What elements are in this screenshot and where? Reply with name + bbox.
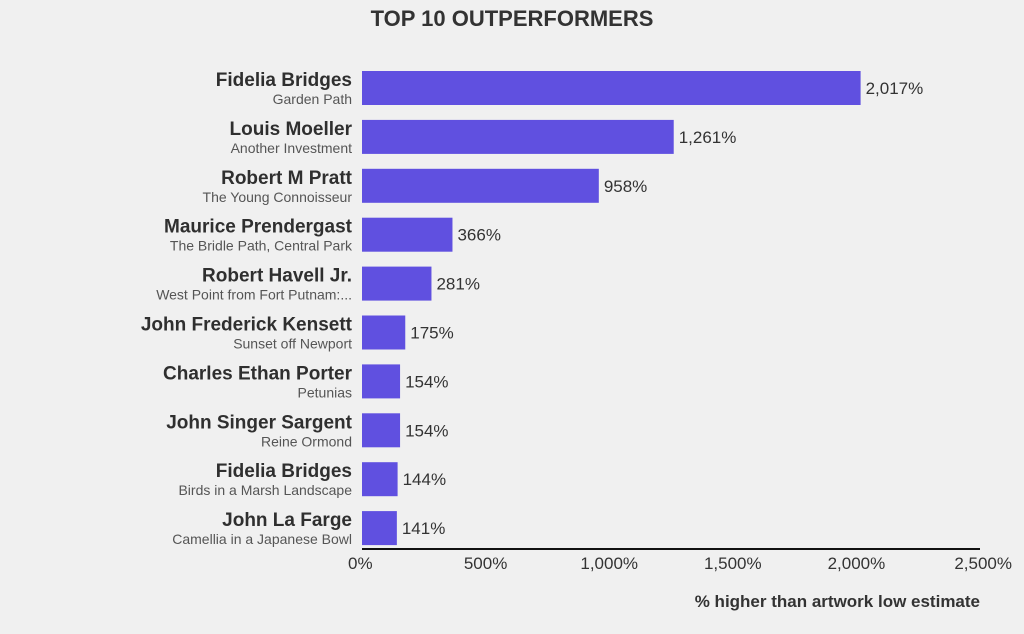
value-label: 1,261%	[679, 128, 737, 147]
bars-group	[362, 71, 861, 546]
artwork-label: West Point from Fort Putnam:...	[156, 287, 352, 303]
artist-label: Robert M Pratt	[221, 168, 353, 189]
value-label: 281%	[436, 275, 479, 294]
bar	[362, 413, 401, 448]
x-axis-title: % higher than artwork low estimate	[695, 592, 980, 611]
x-tick-label: 2,500%	[954, 554, 1012, 573]
value-label: 366%	[457, 226, 500, 245]
bar	[362, 217, 453, 252]
artwork-label: Reine Ormond	[261, 433, 352, 449]
artist-label: Charles Ethan Porter	[163, 363, 353, 384]
artist-label: Robert Havell Jr.	[202, 266, 352, 287]
artwork-label: Petunias	[298, 384, 352, 400]
artwork-label: Sunset off Newport	[233, 336, 352, 352]
bar	[362, 462, 398, 497]
x-axis-ticks-group: 0% 500% 1,000% 1,500% 2,000% 2,500%	[348, 554, 1012, 573]
x-tick-label: 1,000%	[580, 554, 638, 573]
artwork-label: Garden Path	[273, 91, 352, 107]
value-label: 144%	[403, 470, 446, 489]
bar	[362, 168, 599, 203]
artist-label: John Frederick Kensett	[141, 315, 353, 336]
bar	[362, 266, 432, 301]
value-label: 175%	[410, 324, 453, 343]
value-label: 154%	[405, 421, 448, 440]
artist-label: John Singer Sargent	[166, 412, 352, 433]
artwork-label: Camellia in a Japanese Bowl	[172, 531, 352, 547]
value-label: 2,017%	[866, 79, 924, 98]
x-tick-label: 2,000%	[828, 554, 886, 573]
chart-title: TOP 10 OUTPERFORMERS	[371, 6, 654, 31]
artist-label: John La Farge	[222, 510, 352, 531]
bar	[362, 364, 401, 399]
artist-label: Fidelia Bridges	[216, 461, 352, 482]
bar	[362, 71, 861, 105]
x-tick-label: 500%	[464, 554, 507, 573]
artwork-label: The Bridle Path, Central Park	[170, 238, 353, 254]
artwork-label: Another Investment	[231, 140, 353, 156]
bar	[362, 511, 397, 546]
bar	[362, 119, 674, 154]
bar	[362, 315, 406, 350]
value-labels-group: 2,017% 1,261% 958% 366% 281% 175% 154% 154% 144%…	[402, 79, 923, 538]
value-label: 141%	[402, 519, 445, 538]
x-tick-label: 0%	[348, 554, 373, 573]
artwork-label: Birds in a Marsh Landscape	[178, 482, 352, 498]
artist-label: Maurice Prendergast	[164, 217, 353, 238]
artist-label: Louis Moeller	[230, 119, 353, 140]
value-label: 958%	[604, 177, 647, 196]
x-tick-label: 1,500%	[704, 554, 762, 573]
artwork-label: The Young Connoisseur	[203, 189, 353, 205]
artist-label: Fidelia Bridges	[216, 70, 352, 91]
value-label: 154%	[405, 372, 448, 391]
